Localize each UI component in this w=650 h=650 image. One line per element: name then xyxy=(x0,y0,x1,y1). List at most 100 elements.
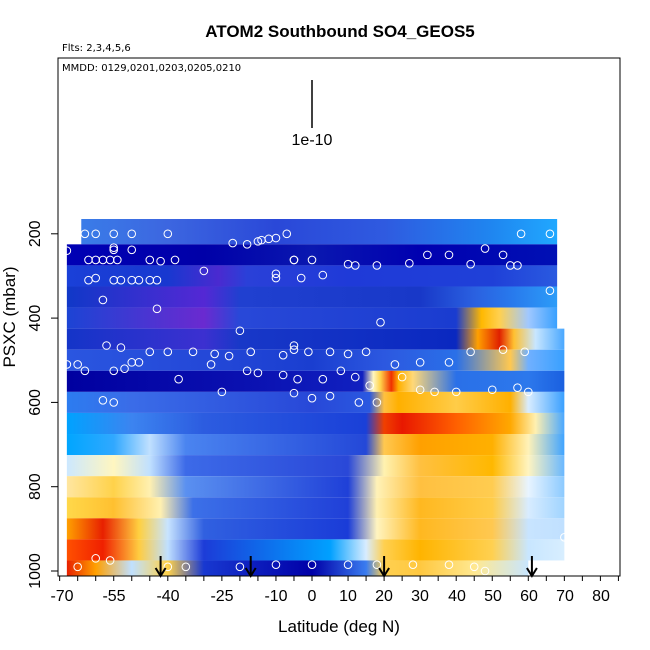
data-point xyxy=(469,562,479,572)
data-point xyxy=(293,374,302,384)
data-point xyxy=(524,387,533,397)
x-tick-label: 10 xyxy=(339,588,357,605)
data-point xyxy=(62,360,72,369)
data-point xyxy=(376,318,385,327)
x-tick-label: -40 xyxy=(156,588,179,605)
heatmap-band xyxy=(81,219,558,245)
data-point xyxy=(372,560,382,569)
heatmap-band xyxy=(66,391,565,413)
x-tick-label: 60 xyxy=(520,588,538,605)
heatmap-band xyxy=(66,412,565,435)
data-point xyxy=(116,275,126,285)
x-tick-label: -25 xyxy=(210,588,233,605)
data-point xyxy=(325,391,335,401)
data-point xyxy=(480,566,490,576)
data-point xyxy=(98,395,108,405)
data-point xyxy=(91,229,100,239)
heatmap-band xyxy=(66,434,565,456)
data-point xyxy=(307,255,317,265)
data-point xyxy=(109,229,119,239)
flights-subtitle: Flts: 2,3,4,5,6 xyxy=(62,43,131,54)
data-point xyxy=(174,374,183,384)
data-point xyxy=(127,245,137,255)
data-point xyxy=(134,275,144,285)
data-point xyxy=(235,326,245,336)
data-point xyxy=(405,259,414,268)
heatmap-band xyxy=(66,497,565,519)
data-point xyxy=(120,364,129,373)
data-point xyxy=(466,259,475,269)
x-tick-label: -10 xyxy=(264,588,287,605)
data-points xyxy=(62,229,569,576)
heatmap-band xyxy=(66,476,565,498)
data-point xyxy=(350,372,360,382)
data-point xyxy=(228,238,237,248)
data-point xyxy=(188,347,198,357)
data-point xyxy=(127,229,137,239)
data-point xyxy=(560,532,569,542)
y-tick-label: 1000 xyxy=(27,553,44,589)
data-point xyxy=(304,347,313,357)
data-point xyxy=(242,240,252,249)
heatmap-band xyxy=(66,307,558,329)
data-point xyxy=(372,398,382,407)
heatmap-band xyxy=(66,265,558,287)
data-point xyxy=(91,273,100,283)
plot-frame xyxy=(57,57,621,577)
data-point xyxy=(397,372,407,382)
data-point xyxy=(73,360,82,369)
data-point xyxy=(134,358,144,367)
data-point xyxy=(206,360,216,369)
heatmap-band xyxy=(66,370,565,392)
x-axis: -70 -55 -40 -25 -10 0 10 20 30 40 50 60 70 80 xyxy=(50,576,619,605)
data-point xyxy=(318,374,328,384)
data-point xyxy=(253,368,263,378)
data-point xyxy=(361,347,371,357)
data-point xyxy=(278,350,288,360)
heatmap-band xyxy=(66,349,565,371)
data-point xyxy=(423,250,432,260)
y-tick-label: 800 xyxy=(27,473,44,500)
heatmap-band xyxy=(66,244,558,266)
data-point xyxy=(271,273,281,283)
data-point xyxy=(307,560,317,569)
data-point xyxy=(170,255,180,265)
data-point xyxy=(163,562,173,572)
data-point xyxy=(152,304,162,314)
data-point xyxy=(181,562,191,572)
data-point xyxy=(145,347,155,357)
scale-label: 1e-10 xyxy=(292,132,333,149)
x-tick-label: -70 xyxy=(50,588,73,605)
data-point xyxy=(466,347,475,357)
data-point xyxy=(289,345,299,355)
y-tick-label: 600 xyxy=(27,389,44,416)
data-point xyxy=(365,381,374,390)
data-point xyxy=(289,255,299,265)
data-point xyxy=(253,237,263,246)
data-point xyxy=(224,351,234,361)
data-point xyxy=(487,385,497,395)
data-point xyxy=(498,250,508,260)
data-point xyxy=(242,366,252,376)
data-point xyxy=(199,266,209,276)
data-point xyxy=(498,345,508,355)
data-point xyxy=(350,261,360,270)
data-point xyxy=(109,245,119,255)
x-tick-label: 50 xyxy=(484,588,502,605)
data-point xyxy=(109,243,119,253)
x-tick-label: 80 xyxy=(592,588,610,605)
data-point xyxy=(105,556,115,565)
data-point xyxy=(80,366,90,376)
data-point xyxy=(145,255,155,265)
data-point xyxy=(415,358,425,367)
data-point xyxy=(80,229,90,239)
heatmap-band xyxy=(66,455,565,477)
data-point xyxy=(318,270,328,280)
data-point xyxy=(91,554,100,563)
data-point xyxy=(98,295,108,305)
x-tick-label: 30 xyxy=(411,588,429,605)
x-tick-label: 70 xyxy=(556,588,574,605)
data-point xyxy=(513,383,522,392)
data-point xyxy=(545,286,555,296)
x-tick-label: 20 xyxy=(375,588,393,605)
